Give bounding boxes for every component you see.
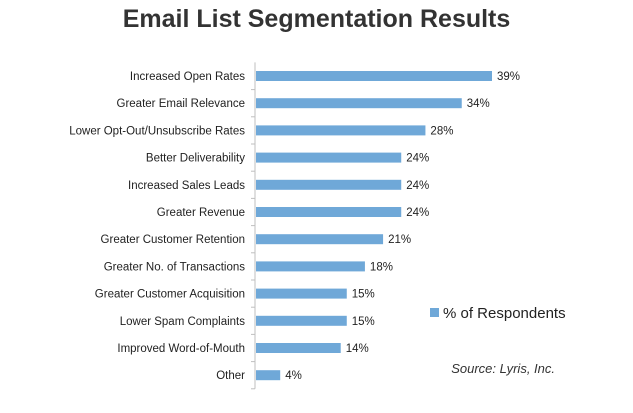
bar <box>256 125 426 136</box>
bar <box>256 288 347 299</box>
category-label: Better Deliverability <box>146 153 245 165</box>
bar <box>256 98 462 109</box>
value-label: 34% <box>467 98 490 110</box>
bar <box>256 152 402 163</box>
category-label: Greater Customer Retention <box>101 234 245 246</box>
bar <box>256 261 365 272</box>
bar <box>256 315 347 326</box>
bar <box>256 234 384 245</box>
legend-swatch <box>430 308 439 317</box>
bar <box>256 370 281 381</box>
value-label: 4% <box>285 370 302 382</box>
category-label: Other <box>216 370 245 382</box>
value-label: 24% <box>406 180 429 192</box>
category-label: Increased Sales Leads <box>128 180 245 192</box>
category-label: Lower Spam Complaints <box>120 316 246 328</box>
chart-axis <box>251 62 256 390</box>
value-label: 14% <box>346 343 369 355</box>
category-label: Improved Word-of-Mouth <box>117 343 245 355</box>
category-labels: Increased Open Rates Greater Email Releva… <box>69 71 245 382</box>
legend-label: % of Respondents <box>443 305 566 322</box>
chart-title: Email List Segmentation Results <box>122 5 511 33</box>
bar <box>256 71 492 81</box>
legend: % of Respondents <box>430 305 566 322</box>
value-label: 15% <box>352 316 375 328</box>
category-label: Greater Customer Acquisition <box>95 289 245 301</box>
value-label: 18% <box>370 261 393 273</box>
category-label: Greater No. of Transactions <box>104 261 246 273</box>
category-label: Increased Open Rates <box>130 71 245 83</box>
value-label: 24% <box>406 207 429 219</box>
source-annotation: Source: Lyris, Inc. <box>451 361 555 376</box>
value-label: 24% <box>406 153 429 165</box>
bar <box>256 343 341 353</box>
value-label: 39% <box>497 71 520 83</box>
bar <box>256 179 402 190</box>
value-label: 15% <box>352 289 375 301</box>
bars <box>256 71 492 381</box>
category-label: Greater Revenue <box>157 207 245 219</box>
value-labels: 39% 34% 28% 24% 24% 24% 21% 18% 15% 15% 14% 4% <box>285 71 520 382</box>
category-label: Greater Email Relevance <box>117 98 245 110</box>
value-label: 21% <box>388 234 411 246</box>
value-label: 28% <box>430 125 453 137</box>
bar <box>256 207 402 217</box>
category-label: Lower Opt-Out/Unsubscribe Rates <box>69 125 245 137</box>
